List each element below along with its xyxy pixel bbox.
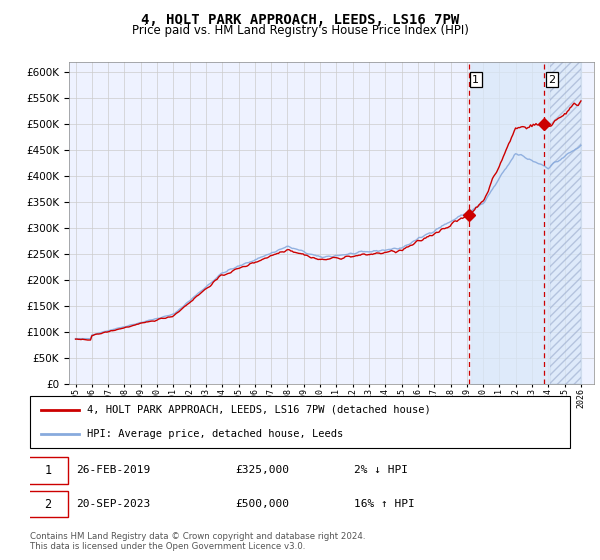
Text: £325,000: £325,000	[235, 465, 289, 475]
Text: £500,000: £500,000	[235, 499, 289, 509]
Text: 1: 1	[472, 74, 479, 85]
FancyBboxPatch shape	[30, 396, 570, 448]
Text: HPI: Average price, detached house, Leeds: HPI: Average price, detached house, Leed…	[86, 429, 343, 439]
Text: 4, HOLT PARK APPROACH, LEEDS, LS16 7PW (detached house): 4, HOLT PARK APPROACH, LEEDS, LS16 7PW (…	[86, 405, 430, 415]
FancyBboxPatch shape	[28, 491, 68, 517]
FancyBboxPatch shape	[28, 457, 68, 484]
Text: 20-SEP-2023: 20-SEP-2023	[76, 499, 150, 509]
Text: 2: 2	[548, 74, 556, 85]
Text: 1: 1	[44, 464, 52, 477]
Text: 2: 2	[44, 497, 52, 511]
Text: Contains HM Land Registry data © Crown copyright and database right 2024.
This d: Contains HM Land Registry data © Crown c…	[30, 532, 365, 551]
Text: Price paid vs. HM Land Registry's House Price Index (HPI): Price paid vs. HM Land Registry's House …	[131, 24, 469, 38]
Text: 2% ↓ HPI: 2% ↓ HPI	[354, 465, 408, 475]
Text: 4, HOLT PARK APPROACH, LEEDS, LS16 7PW: 4, HOLT PARK APPROACH, LEEDS, LS16 7PW	[141, 13, 459, 27]
Text: 16% ↑ HPI: 16% ↑ HPI	[354, 499, 415, 509]
Text: 26-FEB-2019: 26-FEB-2019	[76, 465, 150, 475]
